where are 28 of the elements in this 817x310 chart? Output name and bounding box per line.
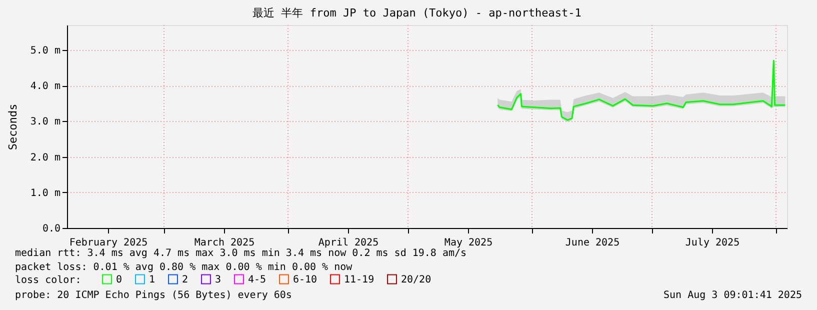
x-tick-label: February 2025: [69, 238, 148, 248]
legend-label: 1: [149, 274, 156, 286]
line-series: [496, 60, 786, 121]
legend-label: 2: [182, 274, 188, 286]
y-tick-label: 0.0: [42, 224, 60, 234]
legend-label: 4-5: [248, 274, 266, 286]
y-tick-label: 5.0 m: [30, 45, 60, 56]
text: Sun Aug 3 09:01:41 2025: [664, 290, 802, 301]
legend-label: 20/20: [401, 274, 432, 286]
x-tick-label: July 2025: [685, 238, 740, 248]
legend-label: 11-19: [344, 274, 374, 286]
legend-label: 3: [215, 274, 222, 286]
y-tick-label: 4.0 m: [30, 81, 60, 92]
legend-title: loss color:: [15, 275, 82, 286]
text: packet loss: 0.01 % avg 0.80 % max 0.00 % min 0.00 % now: [15, 262, 354, 273]
y-axis-title: Seconds: [6, 104, 20, 150]
x-tick-label: April 2025: [318, 238, 379, 248]
chart-title: 最近 半年 from JP to Japan (Tokyo) - ap-northeast-1: [252, 6, 582, 20]
y-tick-label: 2.0 m: [30, 152, 60, 164]
y-tick-label: 1.0 m: [30, 188, 60, 199]
text: median rtt: 3.4 ms avg 4.7 ms max 3.0 ms min 3.4 ms now 0.2 ms sd 19.8 am/s: [15, 248, 467, 259]
x-tick-label: May 2025: [444, 238, 493, 248]
legend-label: 6-10: [293, 274, 318, 286]
text: probe: 20 ICMP Echo Pings (56 Bytes) every 60s: [15, 290, 292, 301]
legend-label: 0: [116, 274, 122, 286]
x-tick-label: June 2025: [565, 238, 620, 248]
y-tick-label: 3.0 m: [30, 116, 60, 128]
x-tick-label: March 2025: [194, 238, 255, 248]
